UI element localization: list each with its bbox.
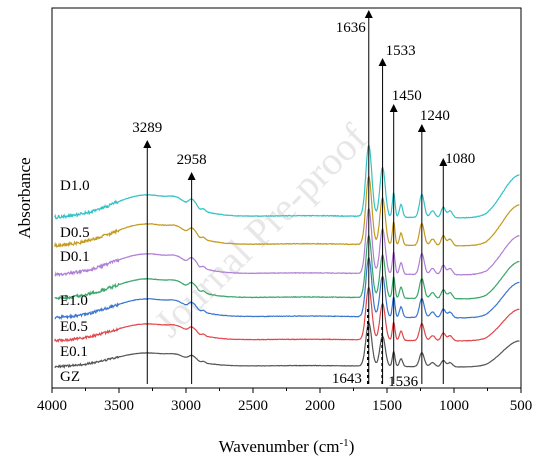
series-label-d1-0: D1.0 [60, 178, 90, 194]
x-tick-label-1000: 1000 [439, 398, 469, 414]
series-label-d0-1: D0.1 [60, 249, 90, 265]
x-tick-label-2000: 2000 [305, 398, 335, 414]
series-line-d0-1 [54, 207, 520, 278]
peak-label-1536: 1536 [388, 374, 419, 390]
x-tick-label-4000: 4000 [37, 398, 67, 414]
series-line-e1-0 [54, 234, 520, 301]
peak-label-3289: 3289 [132, 120, 162, 136]
peak-label-2958: 2958 [177, 152, 207, 168]
series-line-d0-5 [54, 175, 520, 248]
axes: 4000 3500 3000 2500 2000 1500 1000 500 Wavenumbe… [15, 7, 533, 456]
x-tick-label-500: 500 [510, 398, 533, 414]
peak-arrow-1240 [417, 124, 426, 132]
y-axis-title: Absorbance [15, 157, 34, 238]
peak-label-1240: 1240 [420, 108, 450, 124]
x-tick-label-3500: 3500 [104, 398, 134, 414]
series-line-gz [54, 321, 520, 369]
peak-label-1533: 1533 [386, 43, 416, 59]
watermark-text: Journal Pre-proof [145, 115, 376, 346]
peak-arrow-1533 [378, 58, 387, 66]
peak-label-1080: 1080 [445, 151, 475, 167]
peak-arrow-2958 [187, 172, 196, 180]
peak-label-1450: 1450 [392, 88, 422, 104]
series-line-d1-0 [54, 144, 520, 220]
x-tick-label-2500: 2500 [238, 398, 268, 414]
x-axis-title: Wavenumber (cm-1) [219, 437, 355, 456]
series-line-e0-5 [54, 256, 520, 321]
series-labels: GZ E0.1 E0.5 E1.0 D0.1 D0.5 D1.0 [60, 178, 90, 385]
peak-label-1636: 1636 [336, 20, 367, 36]
watermark: Journal Pre-proof [145, 115, 376, 346]
peak-annotations: 3289 2958 1636 1533 1450 1240 1080 1643 1536 [132, 10, 475, 390]
x-tick-label-3000: 3000 [171, 398, 201, 414]
series-label-d0-5: D0.5 [60, 225, 90, 241]
series-line-e0-1 [54, 286, 520, 343]
peak-arrow-1450 [389, 104, 398, 112]
series-label-e1-0: E1.0 [60, 293, 88, 309]
peak-arrow-3289 [143, 140, 152, 148]
peak-label-1643: 1643 [332, 371, 362, 387]
series-label-gz: GZ [60, 369, 80, 385]
peak-arrow-1080 [439, 158, 448, 166]
peak-arrow-1636 [364, 10, 373, 18]
series-label-e0-5: E0.5 [60, 319, 88, 335]
x-tick-label-1500: 1500 [372, 398, 402, 414]
series-layer [54, 144, 520, 369]
series-label-e0-1: E0.1 [60, 344, 88, 360]
